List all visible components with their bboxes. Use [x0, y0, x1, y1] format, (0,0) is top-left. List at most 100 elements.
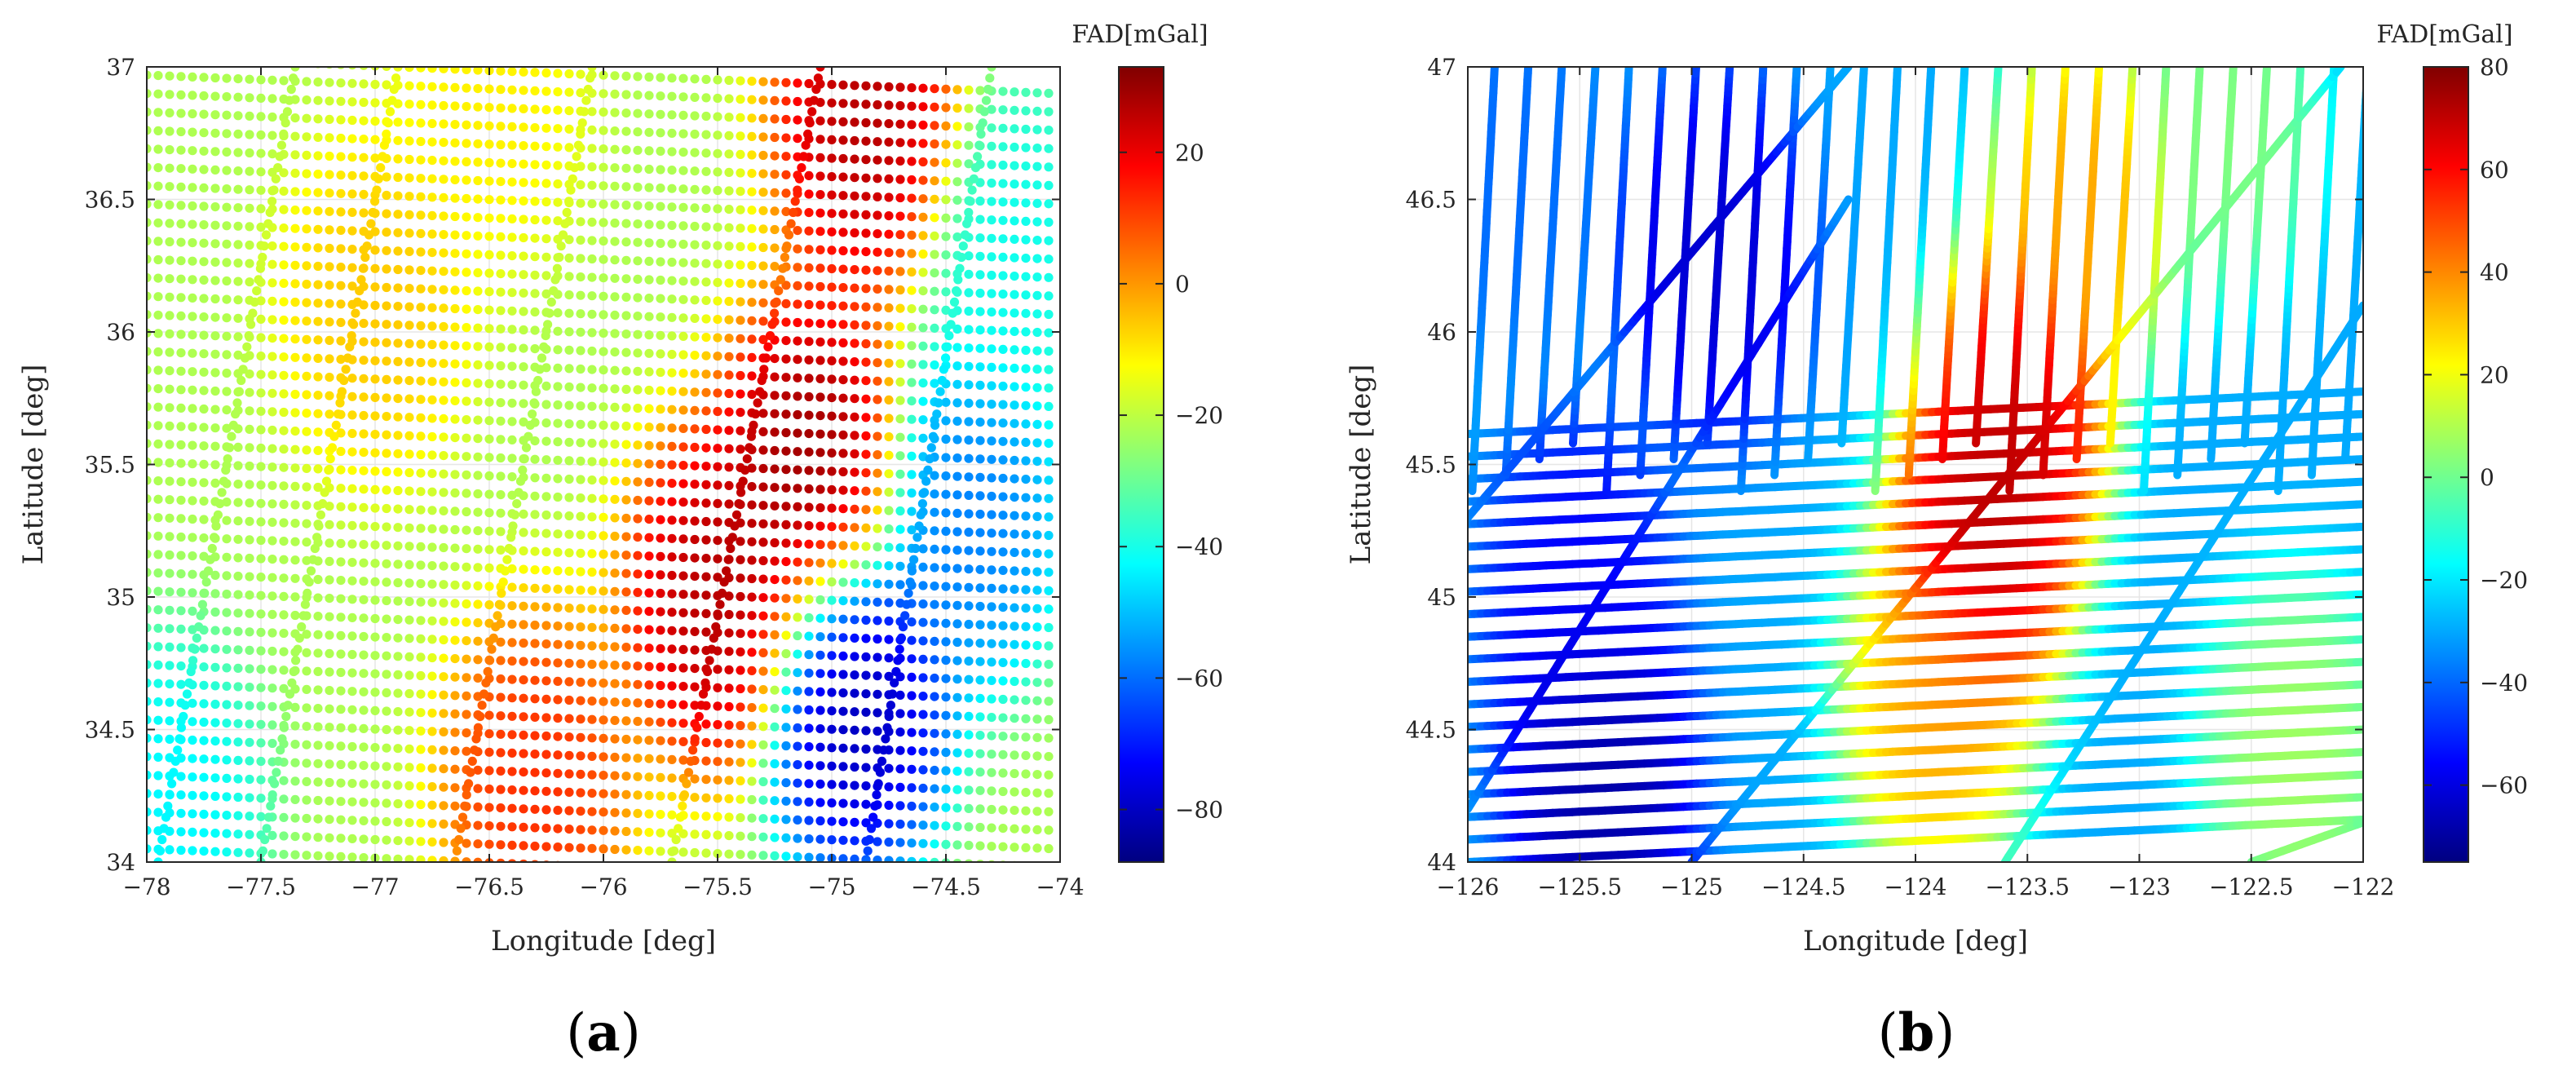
track-point	[918, 341, 928, 351]
track-point	[678, 663, 688, 673]
track-point	[450, 451, 460, 461]
track-point	[484, 360, 494, 370]
track-point	[770, 132, 780, 143]
track-point	[416, 339, 426, 349]
track-point	[656, 459, 665, 470]
track-point	[599, 641, 608, 652]
track-ew-25	[147, 383, 1054, 430]
track-point	[1032, 309, 1042, 319]
track-point	[359, 79, 369, 89]
track-point	[302, 169, 312, 179]
track-point	[633, 274, 643, 284]
track-point	[644, 72, 654, 82]
track-point	[667, 294, 677, 304]
track-point	[964, 343, 974, 353]
track-point	[473, 452, 483, 462]
track-point	[1032, 457, 1042, 467]
track-point	[404, 744, 414, 754]
track-point	[473, 471, 483, 480]
track-point	[147, 107, 152, 117]
track-point	[930, 139, 939, 149]
track-point	[496, 214, 506, 223]
track-point	[713, 148, 722, 158]
track-point	[935, 387, 945, 396]
track-point	[696, 701, 706, 710]
track-point	[267, 278, 277, 288]
track-point	[941, 287, 951, 297]
track-point	[827, 430, 837, 440]
track-point	[416, 781, 426, 791]
track-point	[1032, 419, 1042, 430]
track-point	[496, 269, 506, 279]
track-point	[907, 322, 917, 332]
track-point	[827, 632, 837, 642]
track-point	[416, 155, 426, 165]
track-point	[895, 359, 905, 369]
track-point	[147, 568, 152, 577]
track-point	[502, 555, 512, 564]
track-point	[404, 376, 414, 386]
track-point	[325, 815, 334, 825]
track-point	[507, 85, 517, 95]
track-point	[793, 594, 802, 604]
track-point	[336, 630, 346, 641]
track-point	[210, 147, 220, 157]
track-point	[1021, 124, 1031, 135]
track-point	[758, 334, 768, 344]
track-point	[690, 793, 700, 803]
track-point	[1021, 621, 1031, 631]
track-point	[964, 730, 974, 740]
track-point	[587, 144, 597, 153]
track-point	[987, 786, 996, 796]
track-point	[496, 158, 506, 168]
track-point	[161, 812, 171, 822]
track-point	[507, 564, 517, 574]
track-point	[462, 525, 471, 535]
track-point	[221, 465, 231, 475]
track-point	[564, 529, 574, 539]
track-point	[564, 604, 574, 613]
track-point	[256, 352, 266, 361]
track-point	[404, 81, 414, 91]
chart-panel-b: −126 −125.5 −125 −124.5 −124 −123.5 −123 −122.5…	[1345, 20, 2528, 957]
track-point	[176, 219, 186, 229]
track-point	[884, 395, 894, 405]
track-point	[439, 413, 448, 423]
track-point	[541, 455, 551, 465]
track-point	[870, 801, 880, 811]
track-point	[1021, 806, 1031, 816]
track-point	[530, 141, 540, 151]
track-point	[473, 723, 484, 732]
track-point	[347, 539, 357, 549]
track-point	[975, 491, 985, 501]
track-point	[1021, 585, 1031, 595]
track-point	[690, 313, 700, 323]
track-point	[188, 606, 197, 617]
track-point	[276, 745, 285, 755]
track-ew-40	[147, 107, 1054, 153]
track-point	[576, 696, 585, 705]
track-point	[564, 806, 574, 816]
track-point	[359, 374, 369, 383]
track-point	[462, 396, 471, 406]
track-point	[770, 520, 780, 529]
track-point	[667, 368, 677, 378]
track-point	[336, 188, 346, 198]
track-point	[736, 610, 745, 620]
track-point	[393, 356, 403, 366]
track-point	[770, 537, 780, 548]
track-point	[382, 264, 391, 274]
track-point	[467, 756, 477, 767]
track-point	[907, 120, 917, 130]
track-point	[770, 262, 780, 272]
track-point	[393, 302, 403, 312]
track-point	[564, 658, 574, 668]
track-point	[267, 665, 277, 674]
track-point	[804, 263, 814, 272]
track-point	[1010, 585, 1019, 595]
track-point	[147, 623, 152, 633]
track-point	[747, 131, 757, 141]
track-point	[930, 728, 939, 738]
track-point	[713, 369, 722, 379]
track-point	[758, 77, 768, 86]
